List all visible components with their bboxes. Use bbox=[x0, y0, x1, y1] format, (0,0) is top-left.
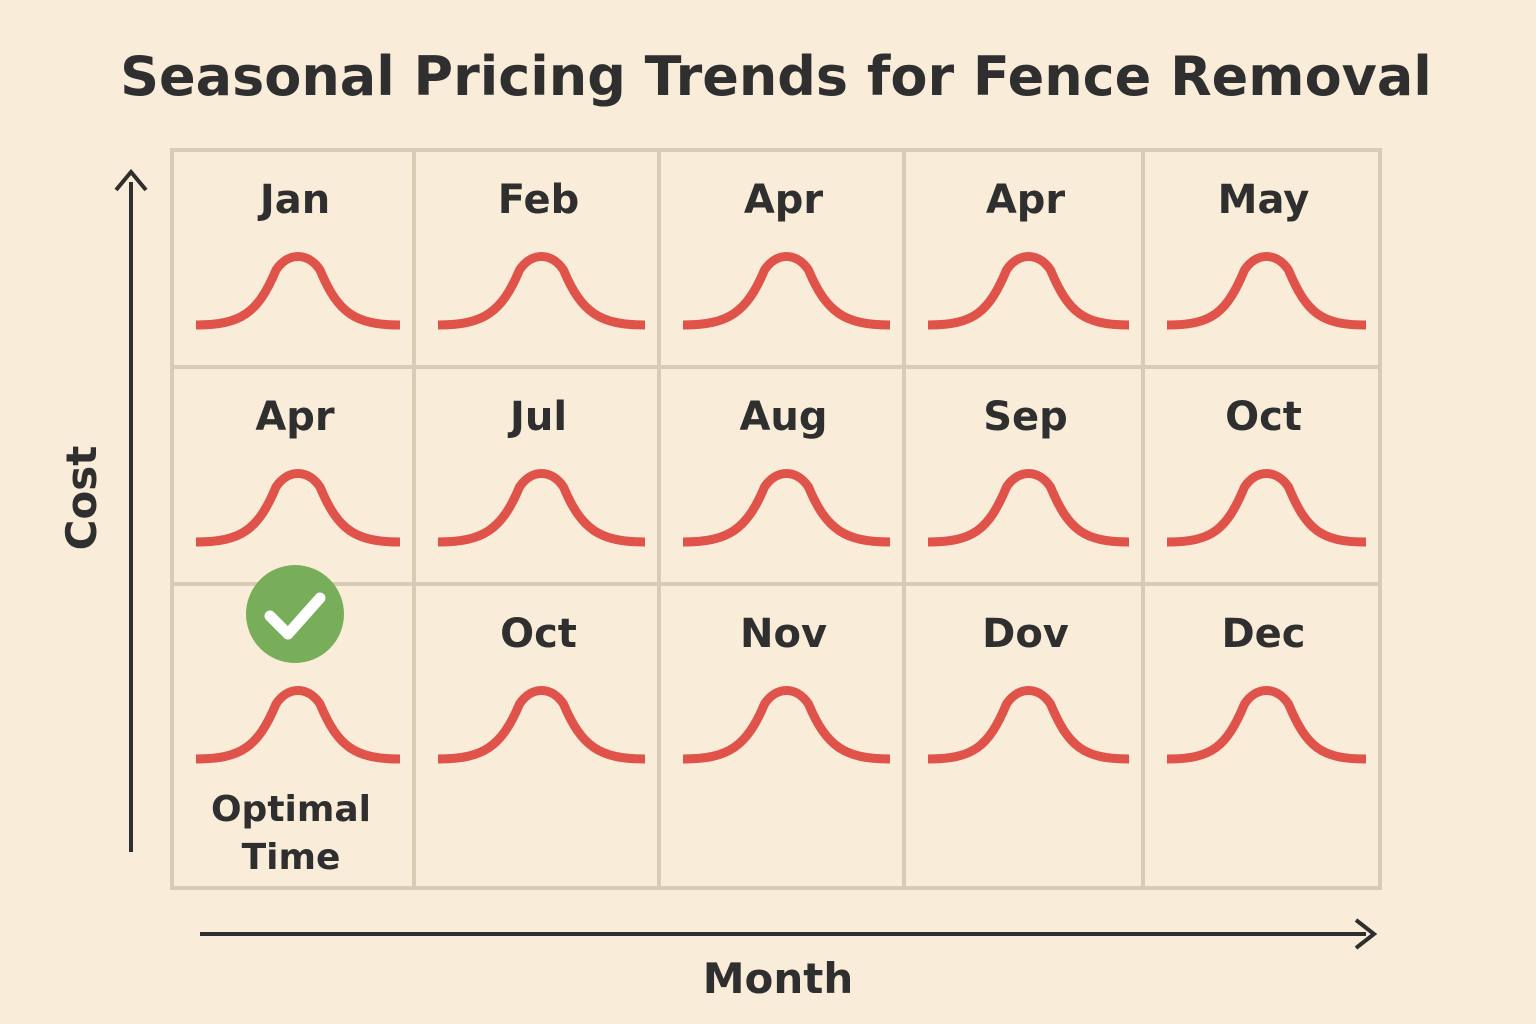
price-curve bbox=[195, 686, 401, 764]
month-label: Nov bbox=[740, 611, 827, 657]
month-label: Jan bbox=[257, 177, 330, 223]
month-label: Feb bbox=[498, 177, 579, 223]
price-curve bbox=[927, 686, 1130, 764]
y-axis-arrow-icon bbox=[114, 168, 148, 192]
price-curve bbox=[195, 252, 401, 330]
month-label: May bbox=[1218, 177, 1310, 223]
price-curve bbox=[437, 686, 646, 764]
month-label: Jul bbox=[507, 394, 567, 440]
price-curve bbox=[682, 469, 891, 547]
month-cell: Dov bbox=[927, 611, 1130, 764]
month-label: Sep bbox=[983, 394, 1068, 440]
month-label: Oct bbox=[500, 611, 577, 657]
price-curve bbox=[437, 469, 646, 547]
chart-cells: Jan Feb Apr Apr May Apr Jul Aug Sep Oct Optimal Tim… bbox=[195, 177, 1367, 878]
month-cell: Sep bbox=[927, 394, 1130, 547]
price-curve bbox=[927, 469, 1130, 547]
month-cell: Aug bbox=[682, 394, 891, 547]
month-cell: Oct bbox=[437, 611, 646, 764]
price-curve bbox=[1166, 686, 1367, 764]
price-curve bbox=[1166, 469, 1367, 547]
month-label: Oct bbox=[1225, 394, 1302, 440]
chart-title: Seasonal Pricing Trends for Fence Remova… bbox=[120, 45, 1432, 108]
x-axis-label: Month bbox=[703, 954, 854, 1003]
month-label: Apr bbox=[255, 394, 335, 440]
y-axis-label: Cost bbox=[57, 446, 106, 551]
price-curve bbox=[682, 686, 891, 764]
price-curve bbox=[1166, 252, 1367, 330]
month-cell: Jan bbox=[195, 177, 401, 330]
month-cell: Feb bbox=[437, 177, 646, 330]
month-label: Dov bbox=[982, 611, 1069, 657]
month-cell: Dec bbox=[1166, 611, 1367, 764]
optimal-time-note: Optimal bbox=[211, 789, 371, 830]
optimal-time-note: Time bbox=[242, 837, 341, 878]
month-cell: Apr bbox=[927, 177, 1130, 330]
month-cell: Oct bbox=[1166, 394, 1367, 547]
month-cell: Jul bbox=[437, 394, 646, 547]
month-label: Apr bbox=[744, 177, 824, 223]
price-curve bbox=[195, 469, 401, 547]
price-curve bbox=[682, 252, 891, 330]
month-label: Aug bbox=[739, 394, 827, 440]
month-cell: Apr bbox=[195, 394, 401, 547]
grid-border bbox=[170, 148, 1382, 890]
check-circle-icon bbox=[246, 565, 344, 663]
month-cell: May bbox=[1166, 177, 1367, 330]
month-cell: Optimal Time bbox=[195, 565, 401, 878]
month-label: Dec bbox=[1221, 611, 1305, 657]
chart-grid bbox=[170, 148, 1382, 890]
x-axis-arrow-icon bbox=[1354, 918, 1378, 950]
month-cell: Nov bbox=[682, 611, 891, 764]
month-label: Apr bbox=[986, 177, 1066, 223]
price-curve bbox=[437, 252, 646, 330]
price-curve bbox=[927, 252, 1130, 330]
month-cell: Apr bbox=[682, 177, 891, 330]
